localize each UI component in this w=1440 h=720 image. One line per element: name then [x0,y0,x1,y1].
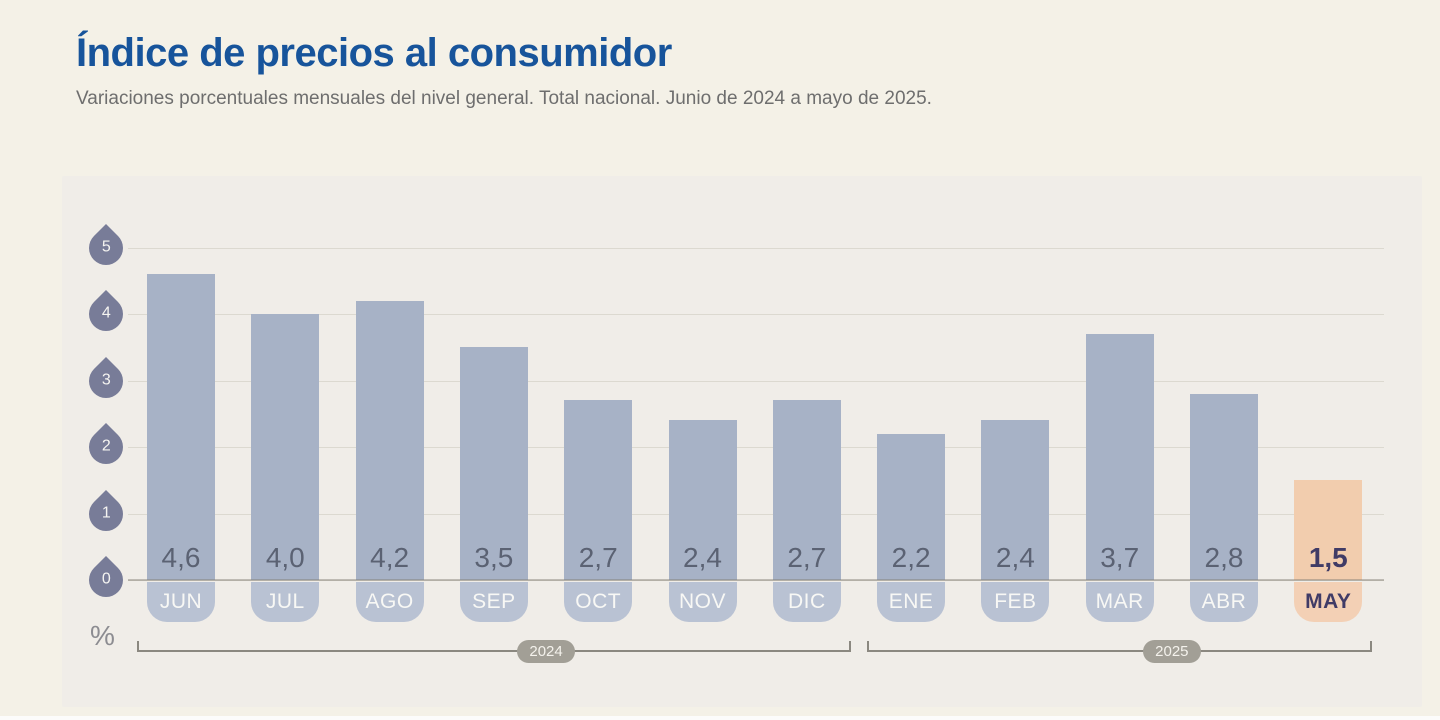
y-axis-marker-3: 3 [81,356,131,405]
bar-value-ago: 4,2 [370,542,410,573]
month-pill-may: MAY [1294,582,1363,622]
gridline-2 [128,447,1384,448]
gridline-4 [128,314,1384,315]
y-axis-marker-label: 3 [101,371,111,389]
year-pill-2025: 2025 [1142,640,1201,663]
bar-value-feb: 2,4 [995,542,1035,573]
month-pill-abr: ABR [1190,582,1258,622]
bar-jun [147,274,215,580]
gridline-1 [128,513,1384,515]
month-pill-sep: SEP [459,582,528,622]
month-pill-ago: AGO [355,582,424,622]
y-axis-marker-0: 0 [81,555,131,605]
bar-sep [459,347,528,580]
bar-value-oct: 2,7 [578,542,618,573]
y-axis-marker-label: 2 [101,438,111,455]
y-axis-marker-1: 1 [81,489,131,538]
month-pill-nov: NOV [668,582,737,622]
month-pill-oct: OCT [564,582,633,622]
bar-value-dic: 2,7 [787,542,827,573]
month-pill-dic: DIC [772,582,841,622]
year-bracket-tick-2024-end [848,641,851,651]
y-axis-marker-label: 4 [101,305,111,322]
month-pill-jun: JUN [147,582,215,622]
bar-value-sep: 3,5 [474,542,514,573]
chart-panel: 0 1 2 3 4 5 4,6 JUN 4,0 JUL 4,2 AGO 3,5 SEP 2,7 OCT 2,4 N… [62,176,1422,707]
bar-value-mar: 3,7 [1100,542,1140,573]
bar-feb [981,420,1050,580]
gridline-0 [128,580,1384,581]
bar-abr [1190,393,1258,580]
y-axis-marker-5: 5 [81,223,131,272]
bar-value-jun: 4,6 [161,542,201,573]
year-bracket-tick-2025-start [867,641,870,651]
month-pill-ene: ENE [877,582,946,622]
bar-dic [772,400,841,580]
month-pill-jul: JUL [251,582,320,622]
y-axis-marker-label: 0 [101,571,111,588]
y-axis-marker-label: 1 [101,504,111,522]
y-axis-marker-2: 2 [81,422,131,472]
bar-value-ene: 2,2 [891,542,931,573]
bar-ago [355,300,424,580]
bar-ene [877,433,946,580]
year-bracket-tick-2024-start [137,641,139,651]
bar-may [1294,480,1363,580]
month-pill-feb: FEB [981,582,1050,622]
y-axis-marker-4: 4 [81,289,131,339]
year-bracket-2024 [137,650,851,652]
y-axis-unit-label: % [90,620,115,651]
bar-value-abr: 2,8 [1204,542,1244,573]
page-subtitle: Variaciones porcentuales mensuales del n… [76,88,932,109]
x-axis-baseline [128,579,1384,581]
bar-value-jul: 4,0 [265,542,305,573]
header: Índice de precios al consumidor Variacio… [76,30,1376,111]
y-axis-marker-label: 5 [101,238,111,256]
year-bracket-tick-2025-end [1370,641,1373,651]
bar-value-may: 1,5 [1308,542,1348,573]
year-pill-2024: 2024 [517,640,576,663]
bar-mar [1085,333,1154,580]
gridline-3 [128,380,1384,382]
bar-oct [564,400,633,580]
bar-jul [251,314,320,580]
month-pill-mar: MAR [1085,582,1154,622]
gridline-5 [128,247,1384,249]
year-bracket-2025 [867,650,1373,652]
bar-chart: 0 1 2 3 4 5 4,6 JUN 4,0 JUL 4,2 AGO 3,5 SEP 2,7 OCT 2,4 N… [62,176,1422,707]
bottom-strip [0,716,1440,720]
bar-value-nov: 2,4 [683,542,722,573]
page-title: Índice de precios al consumidor [76,31,672,75]
bar-nov [668,420,737,580]
